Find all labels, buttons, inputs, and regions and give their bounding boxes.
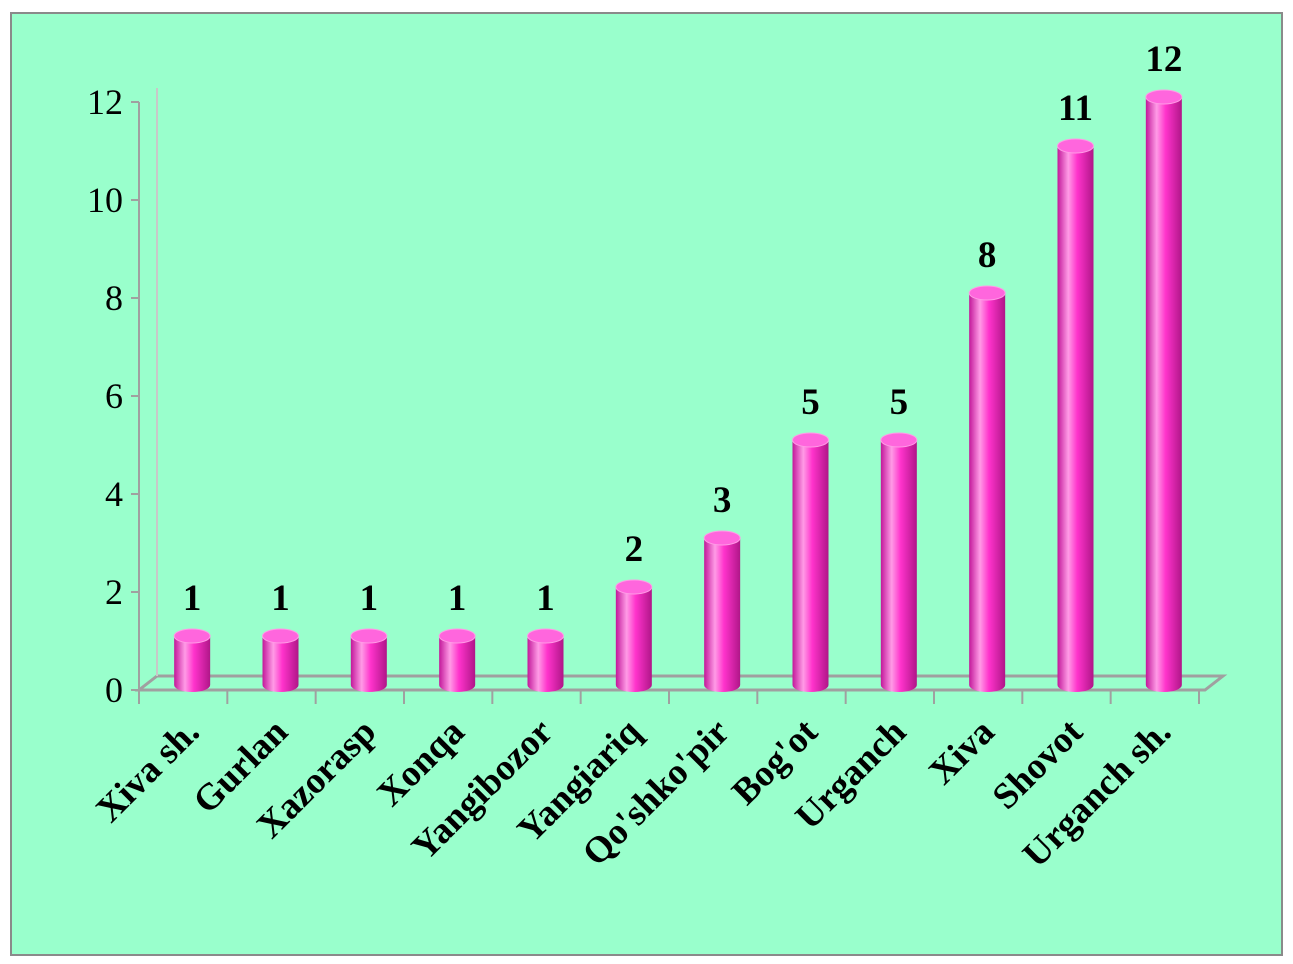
y-tick-label: 10 <box>87 180 123 220</box>
data-label: 1 <box>271 578 290 619</box>
bar <box>438 628 476 692</box>
bar-top-cap <box>438 628 476 644</box>
bar <box>1145 89 1183 692</box>
bar <box>527 628 564 692</box>
data-label: 5 <box>890 382 909 423</box>
y-tick-label: 6 <box>105 376 123 416</box>
y-tick-label: 8 <box>105 278 123 318</box>
bar <box>350 628 388 692</box>
data-label: 8 <box>978 235 997 276</box>
bar <box>792 432 829 692</box>
bar <box>1057 138 1094 692</box>
bar <box>703 530 741 692</box>
bar-top-cap <box>792 432 829 448</box>
bar-body <box>174 636 211 692</box>
bar-top-cap <box>703 530 741 546</box>
bar-top-cap <box>262 628 299 644</box>
y-tick-label: 0 <box>105 670 123 710</box>
y-tick-label: 12 <box>87 82 123 122</box>
bar-top-cap <box>173 628 211 644</box>
data-label: 2 <box>625 529 644 570</box>
bar-top-cap <box>615 579 653 595</box>
bar-body <box>1057 146 1094 692</box>
bar-body <box>969 293 1006 692</box>
bar-body <box>880 440 917 692</box>
data-label: 3 <box>713 480 732 521</box>
bar-top-cap <box>1145 89 1183 105</box>
bar-top-cap <box>968 285 1006 301</box>
data-label: 5 <box>801 382 820 423</box>
data-label: 1 <box>448 578 467 619</box>
bar-body <box>792 440 829 692</box>
data-label: 11 <box>1058 88 1093 129</box>
data-label: 1 <box>183 578 202 619</box>
category-label: Xiva <box>921 711 1002 792</box>
bar-body <box>262 636 299 692</box>
chart-frame: 0 2 4 6 8 10 12 1 Xiva sh. 1 Gurlan 1 Xazorasp 1 Xonq… <box>10 12 1283 956</box>
bar <box>262 628 299 692</box>
bar-body <box>615 587 652 692</box>
bar <box>173 628 211 692</box>
y-tick-label: 4 <box>105 474 123 514</box>
bar <box>880 432 918 692</box>
bar <box>615 579 653 692</box>
bar-body <box>350 636 387 692</box>
bar-top-cap <box>1057 138 1094 154</box>
bar-body <box>704 538 741 692</box>
data-label: 12 <box>1145 39 1182 80</box>
bar-body <box>439 636 476 692</box>
bar-body <box>527 636 564 692</box>
bar-top-cap <box>527 628 564 644</box>
bar-top-cap <box>880 432 918 448</box>
bar-body <box>1145 97 1182 692</box>
bar-top-cap <box>350 628 388 644</box>
data-label: 1 <box>536 578 555 619</box>
category-label: Xiva sh. <box>88 711 207 830</box>
bar <box>968 285 1006 692</box>
y-tick-label: 2 <box>105 572 123 612</box>
data-label: 1 <box>360 578 379 619</box>
